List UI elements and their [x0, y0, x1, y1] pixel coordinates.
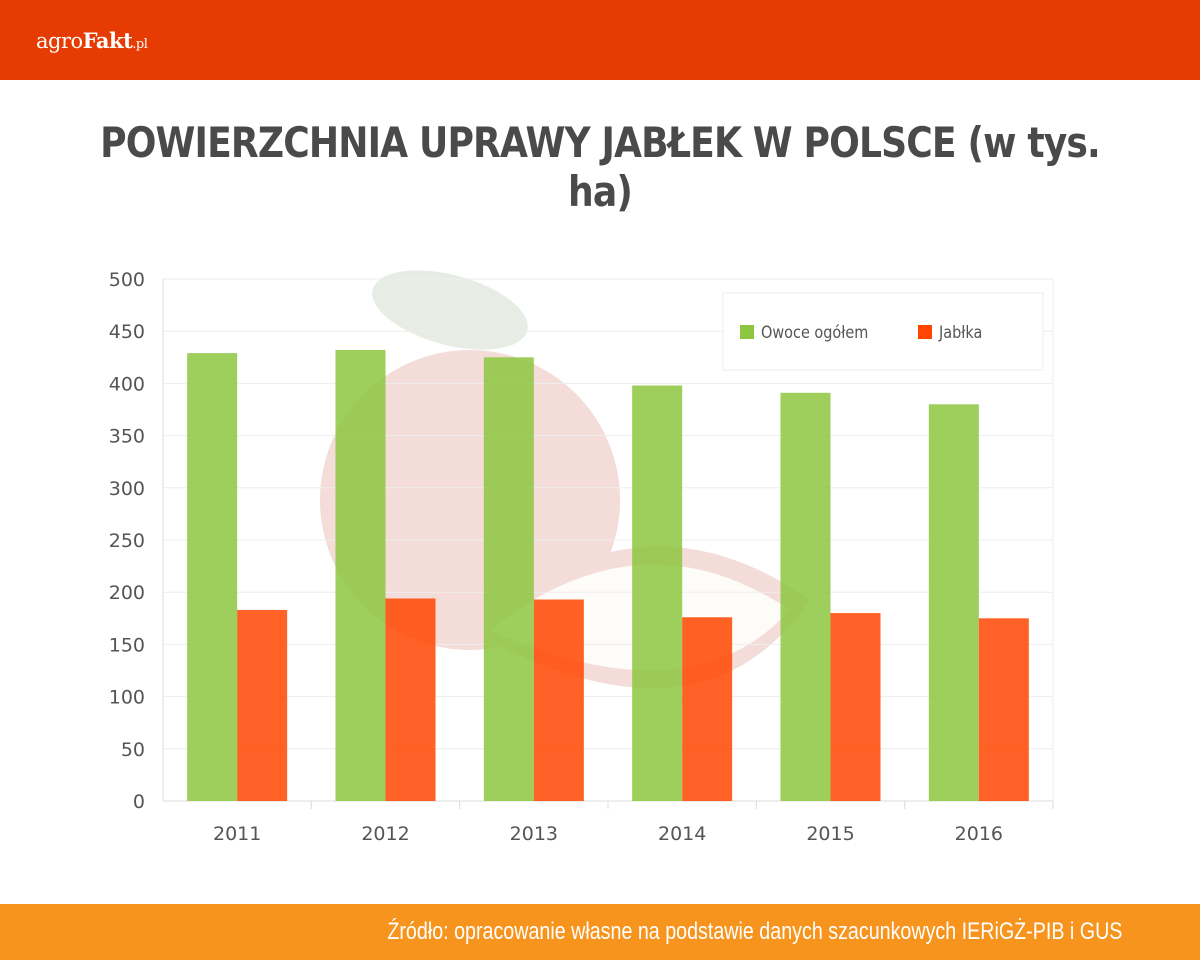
bar-owoce-2013 — [483, 357, 534, 801]
y-tick-label: 450 — [109, 321, 145, 343]
y-tick-label: 100 — [109, 687, 145, 709]
legend-label-jablka: Jabłka — [938, 322, 982, 342]
bar-jablka-2012 — [385, 598, 436, 801]
bar-owoce-2011 — [187, 353, 238, 801]
x-tick-label: 2016 — [955, 823, 1003, 845]
y-tick-label: 400 — [109, 373, 145, 395]
x-tick-label: 2013 — [510, 823, 558, 845]
agrofakt-logo[interactable]: agroFakt.pl — [36, 28, 148, 53]
bar-owoce-2015 — [780, 392, 831, 801]
bar-jablka-2011 — [237, 609, 288, 801]
bar-jablka-2016 — [978, 618, 1029, 801]
bar-owoce-2014 — [632, 385, 683, 801]
header-bar: agroFakt.pl — [0, 0, 1200, 80]
chart-title: POWIERZCHNIA UPRAWY JABŁEK W POLSCE (w t… — [100, 118, 1101, 216]
y-tick-label: 50 — [121, 739, 145, 761]
x-tick-label: 2015 — [806, 823, 854, 845]
legend: Owoce ogółem Jabłka — [722, 292, 1044, 371]
bar-jablka-2014 — [682, 617, 733, 801]
x-tick-label: 2012 — [361, 823, 409, 845]
y-tick-label: 350 — [109, 426, 145, 448]
bar-owoce-2012 — [335, 349, 386, 801]
y-tick-label: 0 — [133, 791, 145, 813]
footer-bar: Źródło: opracowanie własne na podstawie … — [0, 904, 1200, 960]
y-tick-label: 250 — [109, 530, 145, 552]
x-tick-label: 2011 — [213, 823, 261, 845]
x-tick-label: 2014 — [658, 823, 706, 845]
y-tick-label: 150 — [109, 634, 145, 656]
bar-jablka-2015 — [830, 613, 881, 801]
y-tick-label: 300 — [109, 478, 145, 500]
legend-swatch-jablka — [918, 325, 932, 339]
legend-swatch-owoce — [740, 325, 754, 339]
bar-owoce-2016 — [928, 404, 979, 801]
logo-part: .pl — [132, 37, 148, 52]
logo-part: Fakt — [82, 28, 133, 53]
logo-part: agro — [36, 29, 83, 53]
source-note: Źródło: opracowanie własne na podstawie … — [386, 918, 1122, 945]
y-tick-label: 200 — [109, 582, 145, 604]
legend-label-owoce: Owoce ogółem — [761, 322, 868, 342]
y-tick-label: 500 — [109, 269, 145, 291]
bar-jablka-2013 — [533, 599, 584, 801]
